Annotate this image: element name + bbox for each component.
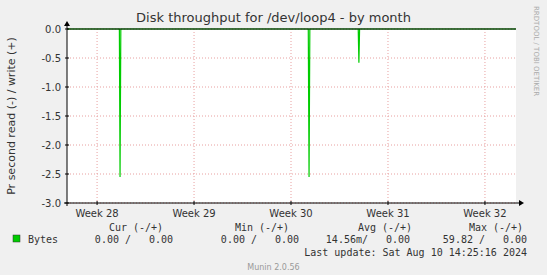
- legend-header: Avg (-/+): [358, 222, 412, 233]
- legend-header: Cur (-/+): [109, 222, 163, 233]
- y-grid-line: [67, 145, 516, 146]
- x-axis: [64, 203, 520, 204]
- legend-cell: 0.00 / 0.00: [221, 234, 299, 245]
- title: Disk throughput for /dev/loop4 - by mont…: [136, 10, 411, 25]
- legend-entry: Bytes: [28, 234, 58, 245]
- y-tick-label: -2.0: [41, 140, 61, 151]
- background: [0, 0, 547, 275]
- legend-header: Min (-/+): [235, 222, 289, 233]
- y-axis-label: Pr second read (-) / write (+): [5, 37, 18, 195]
- y-tick: [65, 145, 69, 146]
- y-tick-label: -3.0: [41, 198, 61, 209]
- y-grid-line: [67, 58, 516, 59]
- y-tick: [65, 116, 69, 117]
- x-tick-label: Week 30: [269, 208, 312, 219]
- x-tick-label: Week 29: [172, 208, 215, 219]
- legend-cell: 0.00 / 0.00: [95, 234, 173, 245]
- y-tick-label: -2.5: [41, 169, 61, 180]
- y-tick-label: -0.5: [41, 53, 61, 64]
- y-grid-line: [67, 29, 516, 30]
- watermark: RRDTOOL / TOBI OETIKER: [532, 6, 540, 96]
- y-axis-arrow: [64, 21, 70, 26]
- x-grid-line: [97, 29, 98, 203]
- y-tick: [65, 87, 69, 88]
- x-tick-label: Week 28: [75, 208, 118, 219]
- legend-swatch: [13, 235, 20, 242]
- y-tick-label: -1.5: [41, 111, 61, 122]
- x-tick: [97, 201, 98, 205]
- credit: Munin 2.0.56: [247, 263, 299, 272]
- y-tick: [65, 29, 69, 30]
- legend-cell: 14.56m/ 0.00: [326, 234, 410, 245]
- x-tick: [291, 201, 292, 205]
- zero-line: [67, 29, 516, 30]
- y-tick-label: -1.0: [41, 82, 61, 93]
- y-tick: [65, 174, 69, 175]
- chart: 0.0 -0.5 -1.0 -1.5 -2.0 -2.5 -3.0 Week 28 Week 2…: [0, 0, 547, 275]
- x-axis-arrow: [519, 200, 524, 206]
- x-grid-line: [291, 29, 292, 203]
- series-line: [67, 29, 516, 177]
- x-grid-line: [387, 29, 388, 203]
- last-update: Last update: Sat Aug 10 14:25:16 2024: [304, 247, 527, 258]
- y-tick-label: 0.0: [45, 24, 61, 35]
- x-tick-label: Week 32: [463, 208, 506, 219]
- x-tick: [387, 201, 388, 205]
- y-tick: [65, 203, 69, 204]
- x-grid-line: [484, 29, 485, 203]
- data-group: [67, 29, 516, 177]
- legend-header: Max (-/+): [469, 222, 523, 233]
- x-tick: [194, 201, 195, 205]
- x-tick-label: Week 31: [366, 208, 409, 219]
- y-tick: [65, 58, 69, 59]
- plot-area: [67, 29, 516, 203]
- x-grid-line: [194, 29, 195, 203]
- legend-cell: 59.82 / 0.00: [443, 234, 527, 245]
- x-tick: [484, 201, 485, 205]
